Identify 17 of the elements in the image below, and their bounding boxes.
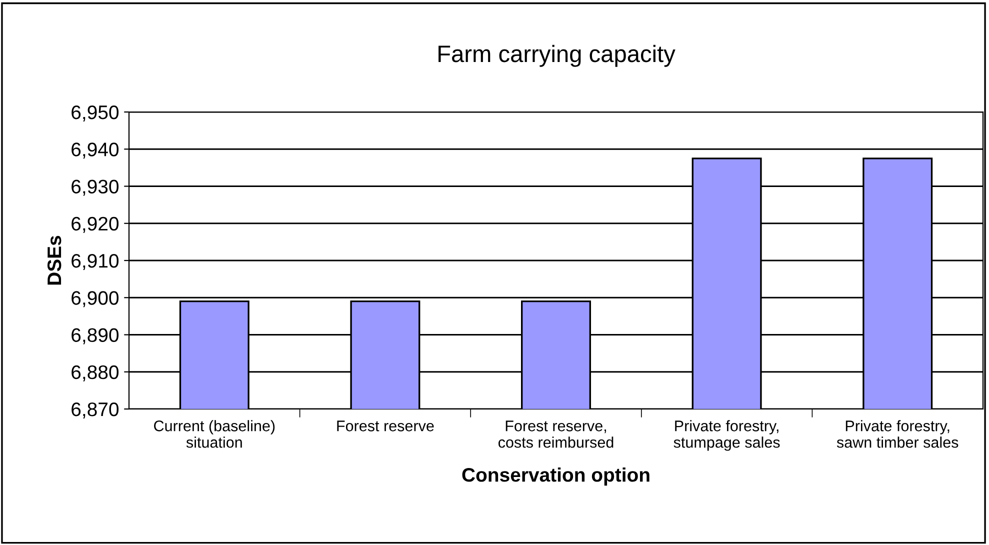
x-tick-label: Forest reserve, costs reimbursed bbox=[498, 420, 614, 448]
y-tick-label: 6,870 bbox=[72, 402, 119, 419]
x-axis-title: Conservation option bbox=[462, 467, 650, 486]
x-tick-label: Current (baseline) situation bbox=[154, 420, 275, 448]
y-tick-label: 6,910 bbox=[72, 254, 119, 270]
y-tick-label: 6,890 bbox=[72, 328, 119, 344]
y-tick-label: 6,950 bbox=[72, 105, 119, 122]
y-axis-title: DSEs bbox=[47, 236, 62, 285]
y-tick-label: 6,940 bbox=[72, 142, 119, 159]
x-tick-label: Private forestry, sawn timber sales bbox=[836, 420, 958, 448]
y-tick-label: 6,920 bbox=[72, 216, 119, 233]
y-tick-label: 6,930 bbox=[72, 180, 119, 196]
y-tick-label: 6,900 bbox=[72, 291, 119, 308]
chart-title: Farm carrying capacity bbox=[438, 44, 676, 67]
x-tick-label: Forest reserve bbox=[337, 420, 434, 432]
x-tick-label: Private forestry, stumpage sales bbox=[674, 420, 780, 451]
y-tick-label: 6,880 bbox=[72, 365, 119, 382]
